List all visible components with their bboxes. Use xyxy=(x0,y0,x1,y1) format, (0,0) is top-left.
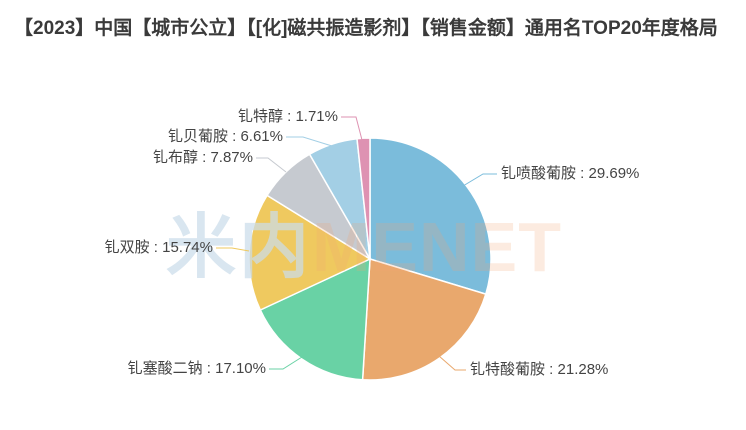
slice-label-2: 钆塞酸二钠 : 17.10% xyxy=(128,359,266,377)
slice-label-6: 钆特醇 : 1.71% xyxy=(238,108,338,125)
label-leader-line-1 xyxy=(438,355,466,371)
slice-label-0: 钆喷酸葡胺 : 29.69% xyxy=(501,165,639,182)
slice-label-5: 钆贝葡胺 : 6.61% xyxy=(168,128,283,145)
pie-slice-6[interactable] xyxy=(356,137,371,260)
label-leader-line-6 xyxy=(341,116,363,141)
label-leader-line-3 xyxy=(216,247,250,252)
pie-slice-2[interactable] xyxy=(259,258,371,381)
pie-slice-0[interactable] xyxy=(369,137,492,295)
pie-slice-3[interactable] xyxy=(248,194,371,311)
chart-title: 【2023】中国【城市公立】【[化]磁共振造影剂】【销售金额】通用名TOP20年… xyxy=(14,18,718,39)
label-leader-line-2 xyxy=(269,356,303,370)
slice-label-1: 钆特酸葡胺 : 21.28% xyxy=(470,361,608,378)
pie-slice-1[interactable] xyxy=(361,258,487,381)
label-leader-line-5 xyxy=(286,136,333,147)
label-leader-line-4 xyxy=(256,157,287,173)
slice-label-3: 钆双胺 : 15.74% xyxy=(105,239,213,256)
label-leader-line-0 xyxy=(462,173,497,187)
slice-label-4: 钆布醇 : 7.87% xyxy=(153,149,253,166)
